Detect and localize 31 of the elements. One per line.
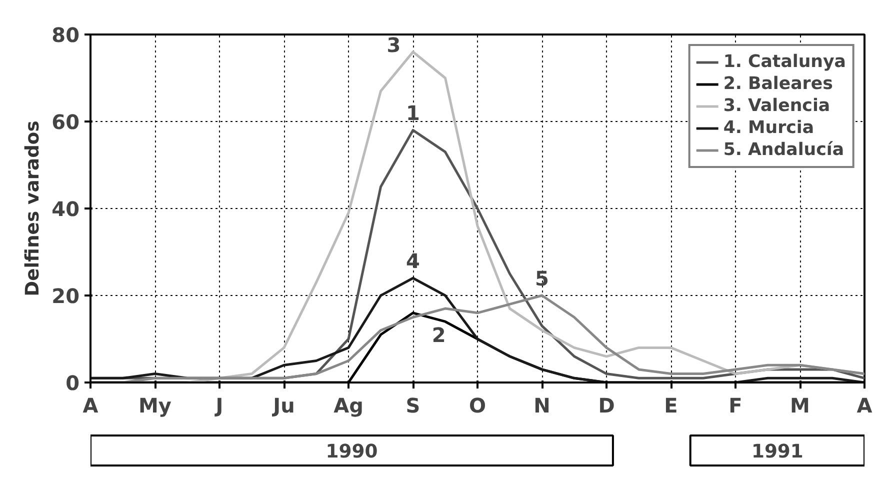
x-tick-label: D xyxy=(598,394,615,418)
y-tick-label: 20 xyxy=(52,284,80,308)
x-tick-label: Ag xyxy=(334,394,364,418)
text: 1990 xyxy=(326,442,378,462)
legend-label: 4. Murcia xyxy=(723,118,814,138)
legend-label: 1. Catalunya xyxy=(723,52,846,72)
x-tick-label: M xyxy=(790,394,810,418)
annotation: 3 xyxy=(386,32,401,57)
x-tick-label: N xyxy=(534,394,550,418)
x-tick-label: O xyxy=(469,394,486,418)
x-tick-label: E xyxy=(664,394,678,418)
annotation: 5 xyxy=(535,266,549,290)
annotation: 4 xyxy=(406,249,420,274)
legend-label: 2. Baleares xyxy=(723,74,833,94)
annotation: 1 xyxy=(406,101,420,126)
x-tick-label: J xyxy=(214,394,224,418)
x-tick-label: My xyxy=(138,394,172,418)
legend-label: 5. Andalucía xyxy=(723,140,844,160)
y-tick-label: 40 xyxy=(52,197,80,221)
y-tick-label: 60 xyxy=(52,110,80,134)
y-axis-title: Delfines varados xyxy=(22,120,44,296)
legend-label: 3. Valencia xyxy=(723,96,830,116)
y-tick-label: 80 xyxy=(52,23,80,47)
y-tick-label: 0 xyxy=(66,371,80,395)
text: 1991 xyxy=(751,442,804,462)
annotation: 2 xyxy=(432,322,446,347)
x-tick-label: F xyxy=(728,394,742,418)
x-tick-label: A xyxy=(856,394,873,418)
x-tick-label: S xyxy=(406,394,420,418)
x-tick-label: Ju xyxy=(271,394,295,418)
x-tick-label: A xyxy=(82,394,99,418)
